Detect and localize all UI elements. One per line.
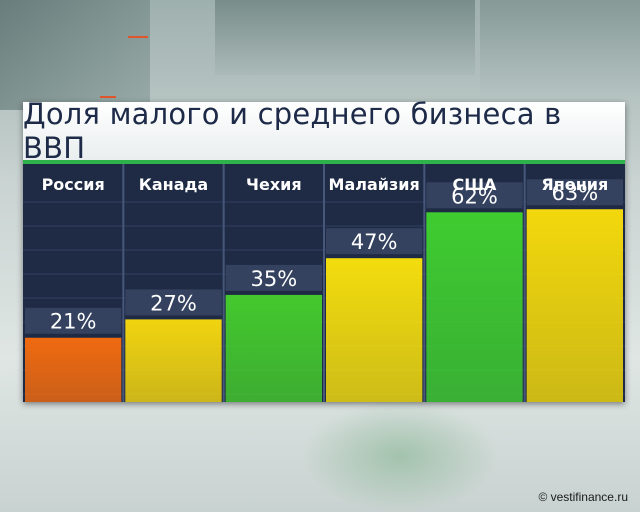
value-label: 47% — [351, 230, 398, 254]
value-label-band — [526, 179, 623, 206]
title-bar: Доля малого и среднего бизнеса в ВВП — [23, 97, 625, 165]
category-label: Россия — [42, 175, 105, 194]
value-label: 21% — [50, 310, 97, 334]
value-label: 63% — [551, 181, 598, 205]
bar — [526, 209, 623, 402]
decorative-accent — [100, 96, 116, 98]
background-block — [480, 0, 640, 95]
bar — [125, 319, 222, 402]
value-label-band — [426, 182, 523, 209]
category-label: Малайзия — [329, 175, 420, 194]
value-label-band — [125, 289, 222, 316]
bar — [426, 212, 523, 402]
chart-title: Доля малого и среднего бизнеса в ВВП — [23, 97, 562, 165]
decorative-accent — [128, 36, 148, 38]
value-label: 27% — [150, 291, 197, 315]
background-block — [0, 0, 150, 110]
value-label-band — [25, 307, 122, 334]
category-label: Канада — [139, 175, 208, 194]
bar-chart: 21% Россия 27% Канада 35% Чехия 47% Малайзия 62%… — [23, 164, 625, 402]
value-label-band — [225, 264, 322, 291]
category-label: Япония — [541, 175, 608, 194]
category-label: США — [453, 175, 498, 194]
value-label: 35% — [250, 267, 297, 291]
background-block — [215, 0, 475, 75]
value-label: 62% — [451, 184, 498, 208]
bar — [326, 258, 423, 402]
category-label: Чехия — [246, 175, 302, 194]
chart-panel: Доля малого и среднего бизнеса в ВВП 21%… — [23, 97, 625, 402]
copyright-text: © vestifinance.ru — [538, 490, 628, 504]
value-label-band — [326, 228, 423, 255]
bar — [225, 294, 322, 402]
background-glow — [300, 400, 500, 512]
bar — [25, 337, 122, 402]
